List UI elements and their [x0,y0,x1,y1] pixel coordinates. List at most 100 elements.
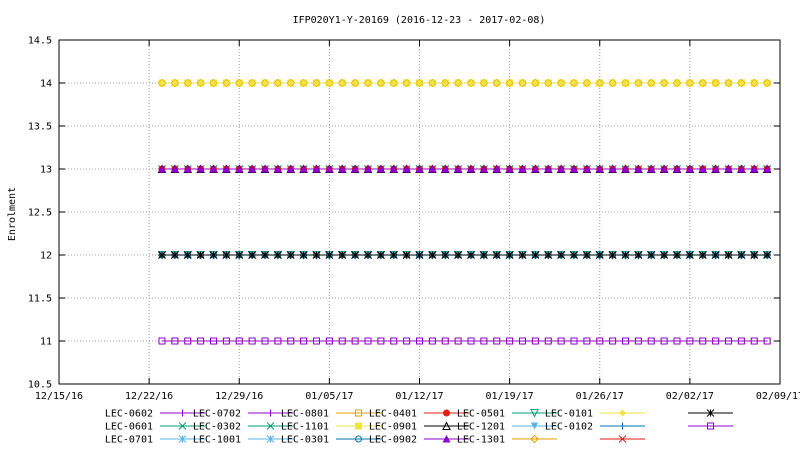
data-point [183,165,192,173]
data-point [609,79,617,87]
data-point-shape [274,337,282,345]
data-point [480,337,488,345]
data-point-stroke [377,251,385,259]
data-point-stroke [763,251,771,259]
legend-marker-shape [355,409,362,417]
legend-marker-shape [530,409,539,418]
data-point [209,251,218,259]
data-point [737,165,746,173]
data-point-shape [583,337,591,345]
data-point-shape [544,337,552,345]
legend-label: LEC-1301 [457,435,505,446]
data-point [261,337,269,345]
data-point [338,337,346,345]
data-point [338,251,347,259]
data-point [351,337,359,345]
data-point [544,337,552,345]
data-point-shape [377,337,385,345]
data-point [274,79,282,87]
legend-marker [267,409,274,417]
data-point [209,165,218,173]
data-point-stroke [724,251,733,259]
legend-marker-stroke [178,422,187,430]
data-point [364,165,372,173]
data-point-stroke [647,251,656,259]
data-point-stroke [544,251,553,259]
x-tick-label: 12/22/16 [125,391,173,402]
legend-label: LEC-1201 [457,422,505,433]
data-point [737,251,746,259]
data-point [158,337,166,345]
data-point-shape [570,337,578,345]
legend-marker [618,435,627,443]
legend-label: LEC-1101 [281,422,329,433]
data-point [506,79,514,87]
data-point [210,79,217,87]
data-point-shape [480,337,488,345]
data-point-shape [506,79,514,87]
data-point-shape [634,337,642,345]
y-tick-label: 12.5 [28,208,52,219]
data-point-stroke [196,251,205,259]
data-point [197,337,205,345]
data-point-stroke [351,251,359,259]
data-point-shape [248,337,256,345]
data-point-shape [273,165,282,173]
data-point [222,251,231,259]
data-point [248,337,256,345]
legend-marker [355,422,362,430]
data-point-shape [763,165,772,173]
data-point-shape [415,165,424,173]
data-point [454,79,462,87]
legend-marker-shape [531,422,538,430]
data-point [506,337,514,345]
legend-label: LEC-0901 [369,422,417,433]
data-point-shape [737,79,745,87]
legend: LEC-0602 LEC-0601 LEC-0701 LEC-0702 LEC-0302… [105,409,733,446]
data-point [519,337,526,345]
data-point [454,165,463,173]
data-point [531,251,540,259]
legend-marker-shape [355,435,362,443]
legend-marker [178,435,187,443]
series-markers-19 [158,251,771,259]
data-point-shape [570,165,578,173]
data-point-stroke [274,251,282,259]
legend-label: LEC-1001 [193,435,241,446]
data-point-shape [351,337,359,345]
data-point [158,165,166,173]
x-tick-label: 01/19/17 [486,391,534,402]
data-point-stroke [750,251,759,259]
series-markers [157,78,772,345]
legend-marker-stroke [178,435,187,443]
data-point [583,79,591,87]
data-point-shape [286,165,295,173]
data-point [222,165,231,173]
data-point [261,165,269,173]
data-point-shape [222,79,230,87]
data-point-shape [184,337,192,345]
data-point [325,79,333,87]
data-point-shape [158,79,166,87]
data-point [622,79,629,87]
legend-label: LEC-0801 [281,409,329,420]
data-point [441,79,449,87]
data-point-stroke [338,251,347,259]
data-point [621,165,630,173]
data-point [737,337,745,345]
data-point [287,79,295,87]
x-tick-label: 01/26/17 [576,391,624,402]
data-point [647,165,656,173]
data-point-shape [480,79,488,87]
data-point-shape [210,79,217,87]
data-point-shape [364,79,372,87]
data-point-shape [338,79,346,87]
data-point [261,79,269,87]
data-point [364,251,372,259]
data-point [441,251,450,259]
data-point-shape [467,79,475,87]
data-point [698,251,707,259]
data-point [441,337,449,345]
data-point-shape [596,337,604,345]
data-point-stroke [660,251,668,259]
